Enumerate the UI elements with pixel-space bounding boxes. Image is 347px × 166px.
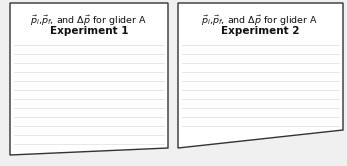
Text: Experiment 1: Experiment 1: [50, 26, 128, 36]
Polygon shape: [10, 3, 168, 155]
Text: $\vec{p}_i$,$\vec{p}_f$, and $\Delta\vec{p}$ for glider A: $\vec{p}_i$,$\vec{p}_f$, and $\Delta\vec…: [202, 14, 319, 28]
Text: $\vec{p}_i$,$\vec{p}_f$, and $\Delta\vec{p}$ for glider A: $\vec{p}_i$,$\vec{p}_f$, and $\Delta\vec…: [31, 14, 147, 28]
Text: Experiment 2: Experiment 2: [221, 26, 299, 36]
Polygon shape: [178, 3, 343, 148]
